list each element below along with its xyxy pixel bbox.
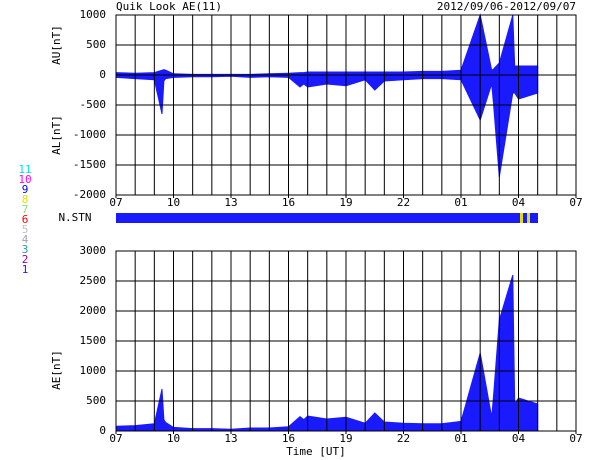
x-tick-label: 13 [224,196,237,209]
y-tick-label: 2500 [80,274,107,287]
y-tick-label: 1000 [80,8,107,21]
nstn-label: N.STN [58,211,91,224]
y-tick-label: 0 [99,424,106,437]
y-axis-label: AL[nT] [50,115,63,155]
x-tick-label: 01 [454,432,467,445]
x-tick-label: 19 [339,196,352,209]
y-tick-label: 1000 [80,364,107,377]
station-label: 6 [22,213,29,226]
x-tick-label: 04 [512,432,526,445]
station-label: 7 [22,203,29,216]
y-tick-label: -500 [80,98,107,111]
x-tick-label: 22 [397,196,410,209]
station-label: 8 [22,193,29,206]
y-tick-label: 1500 [80,334,107,347]
x-tick-label: 16 [282,432,295,445]
station-label: 10 [18,173,31,186]
x-tick-label: 07 [569,432,582,445]
y-tick-label: 500 [86,38,106,51]
x-tick-label: 01 [454,196,467,209]
x-tick-label: 16 [282,196,295,209]
station-label: 4 [22,233,29,246]
y-tick-label: -1000 [73,128,106,141]
y-tick-label: 2000 [80,304,107,317]
plot-frame [115,14,577,196]
x-tick-label: 19 [339,432,352,445]
station-label: 1 [22,263,29,276]
x-tick-label: 04 [512,196,526,209]
y-tick-label: 3000 [80,244,107,257]
nstn-mark [527,213,530,223]
station-label: 9 [22,183,29,196]
nstn-bar [116,213,538,223]
y-axis-label: AU[nT] [50,25,63,65]
station-label: 5 [22,223,29,236]
x-tick-label: 22 [397,432,410,445]
y-tick-label: -2000 [73,188,106,201]
x-tick-label: 07 [569,196,582,209]
plot-frame [115,250,577,432]
chart-title: Quik Look AE(11) [116,0,222,13]
y-tick-label: -1500 [73,158,106,171]
station-label: 3 [22,243,29,256]
nstn-mark [520,213,523,223]
x-tick-label: 07 [109,196,122,209]
x-tick-label: 07 [109,432,122,445]
x-tick-label: 10 [167,196,180,209]
y-tick-label: 0 [99,68,106,81]
x-tick-label: 10 [167,432,180,445]
station-label: 2 [22,253,29,266]
x-axis-label: Time [UT] [286,445,346,458]
y-tick-label: 500 [86,394,106,407]
date-range: 2012/09/06-2012/09/07 [437,0,576,13]
station-label: 11 [18,163,31,176]
x-tick-label: 13 [224,432,237,445]
y-axis-label: AE[nT] [50,350,63,390]
